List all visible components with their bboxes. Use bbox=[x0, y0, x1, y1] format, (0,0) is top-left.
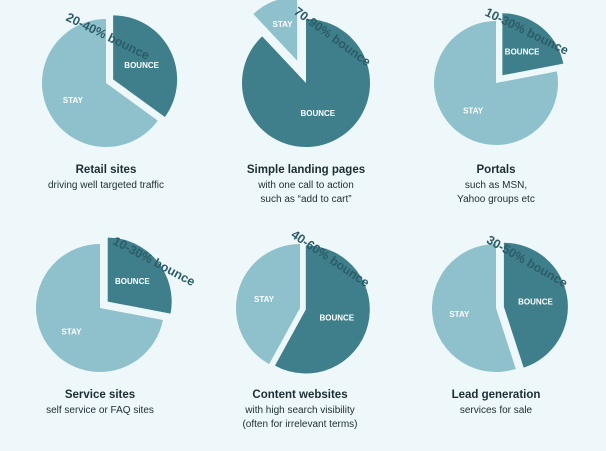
pie-subtitle-line: with one call to action bbox=[257, 180, 354, 191]
pie-subtitle-line: such as “add to cart” bbox=[260, 194, 351, 205]
stay-slice-label: STAY bbox=[63, 96, 84, 105]
bounce-slice-label: BOUNCE bbox=[505, 47, 540, 56]
bounce-slice bbox=[107, 237, 172, 314]
stay-slice bbox=[41, 19, 158, 147]
stay-slice bbox=[236, 244, 300, 365]
pie-subtitle-line: such as MSN, bbox=[465, 180, 527, 191]
bounce-slice bbox=[503, 242, 568, 368]
stay-slice-label: STAY bbox=[61, 328, 82, 337]
pie-title: Service sites bbox=[65, 389, 135, 401]
bounce-slice-label: BOUNCE bbox=[518, 298, 553, 307]
bounce-slice bbox=[113, 15, 178, 117]
pie-subtitle-line: driving well targeted traffic bbox=[48, 180, 164, 191]
stay-slice bbox=[253, 0, 298, 61]
bounce-slice bbox=[274, 245, 370, 374]
stay-slice bbox=[432, 244, 516, 372]
bounce-slice bbox=[502, 13, 564, 76]
bounce-slice bbox=[242, 19, 370, 147]
pie-title: Retail sites bbox=[76, 164, 137, 176]
pie-subtitle-line: Yahoo groups etc bbox=[457, 194, 535, 205]
pie-title: Content websites bbox=[252, 389, 347, 401]
stay-slice bbox=[36, 244, 163, 372]
pie-subtitle-line: with high search visibility bbox=[244, 405, 355, 416]
pie-title: Portals bbox=[477, 164, 516, 176]
stay-slice-label: STAY bbox=[254, 295, 275, 304]
pie-title: Simple landing pages bbox=[247, 164, 365, 176]
pie-subtitle-line: self service or FAQ sites bbox=[46, 405, 154, 416]
bounce-slice-label: BOUNCE bbox=[300, 109, 335, 118]
bounce-slice-label: BOUNCE bbox=[319, 313, 354, 322]
bounce-slice-label: BOUNCE bbox=[124, 61, 159, 70]
stay-slice-label: STAY bbox=[463, 107, 484, 116]
pie-subtitle-line: (often for irrelevant terms) bbox=[242, 419, 357, 430]
stay-slice-label: STAY bbox=[449, 310, 470, 319]
pie-title: Lead generation bbox=[452, 389, 541, 401]
stay-slice bbox=[433, 20, 558, 145]
stay-slice-label: STAY bbox=[273, 20, 294, 29]
bounce-slice-label: BOUNCE bbox=[115, 277, 150, 286]
pie-subtitle-line: services for sale bbox=[460, 405, 533, 416]
